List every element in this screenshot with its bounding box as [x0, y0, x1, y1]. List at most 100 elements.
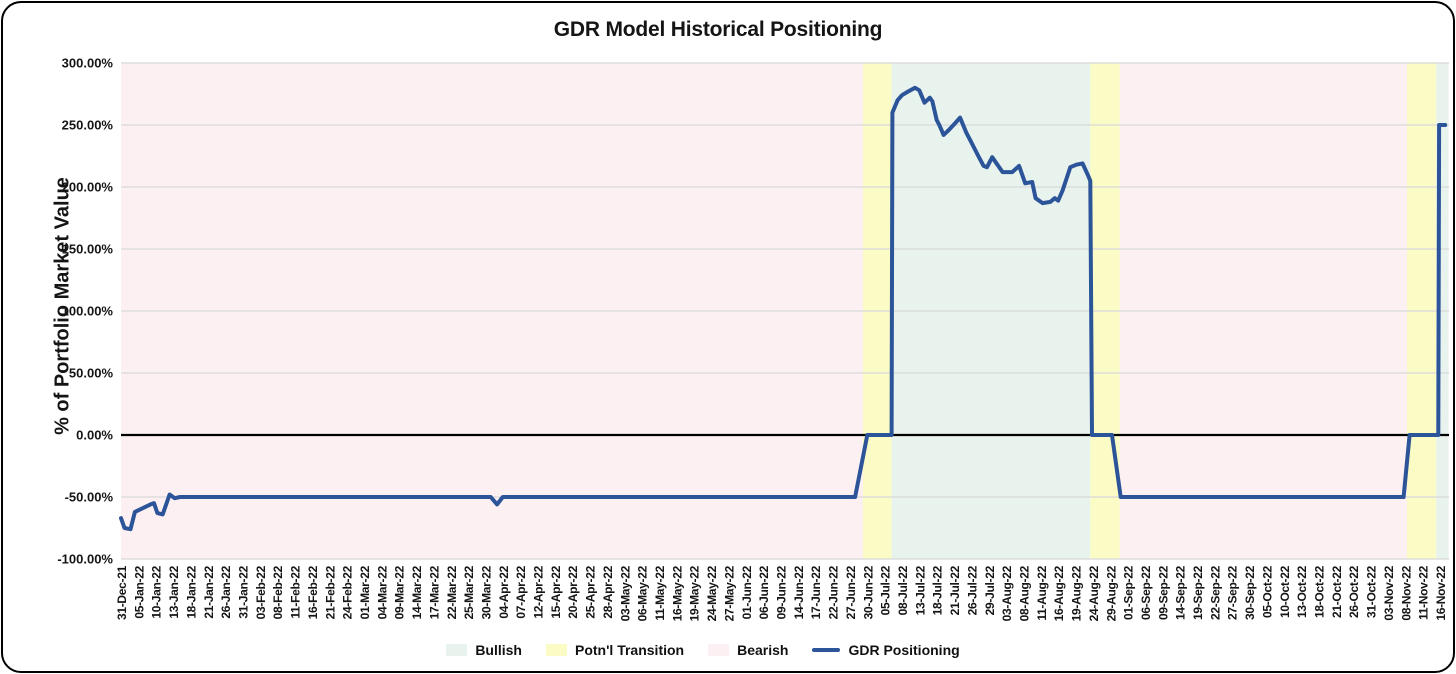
x-axis-label: 22-Jun-22 — [827, 565, 841, 619]
x-axis-label: 06-Jun-22 — [757, 565, 771, 619]
x-axis-label: 19-Aug-22 — [1070, 565, 1084, 621]
x-axis-label: 08-Aug-22 — [1017, 565, 1031, 621]
x-axis-label: 03-Nov-22 — [1382, 565, 1396, 620]
x-axis-label: 11-May-22 — [653, 565, 667, 620]
x-axis-label: 27-Sep-22 — [1226, 565, 1240, 620]
x-axis-label: 18-Jul-22 — [931, 565, 945, 615]
legend-item-bullish: Bullish — [446, 642, 522, 658]
legend-item-gdr-positioning: GDR Positioning — [812, 642, 960, 658]
x-axis-label: 20-Apr-22 — [566, 565, 580, 618]
x-axis-label: 24-Feb-22 — [341, 565, 355, 619]
x-axis-label: 18-Jan-22 — [184, 565, 198, 618]
x-axis-label: 25-Apr-22 — [584, 565, 598, 618]
x-axis-label: 16-May-22 — [670, 565, 684, 621]
x-axis-label: 15-Apr-22 — [549, 565, 563, 618]
x-axis-label: 07-Apr-22 — [514, 565, 528, 618]
x-axis-label: 08-Jul-22 — [896, 565, 910, 615]
bearish-swatch-icon — [708, 644, 730, 656]
plot-area: 300.00% 250.00% 200.00% 150.00% 100.00% 50.00… — [57, 56, 1449, 621]
legend-label: GDR Positioning — [848, 642, 960, 658]
y-axis-label: -50.00% — [65, 490, 114, 505]
x-axis-label: 27-Jun-22 — [844, 565, 858, 619]
x-axis-label: 30-Jun-22 — [861, 565, 875, 619]
x-axis-label: 21-Feb-22 — [323, 565, 337, 619]
bullish-swatch-icon — [446, 644, 468, 656]
x-axis-label: 05-Oct-22 — [1260, 565, 1274, 618]
x-axis-label: 10-Oct-22 — [1278, 565, 1292, 618]
x-axis-label: 09-Sep-22 — [1156, 565, 1170, 620]
x-axis-label: 03-May-22 — [618, 565, 632, 621]
x-axis-label: 17-Mar-22 — [427, 565, 441, 619]
x-axis-label: 21-Jan-22 — [202, 565, 216, 618]
x-axis-label: 06-Sep-22 — [1139, 565, 1153, 620]
x-axis-label: 13-Jan-22 — [167, 565, 181, 618]
x-axis-label: 16-Nov-22 — [1434, 565, 1448, 620]
x-axis-label: 11-Nov-22 — [1417, 565, 1431, 620]
y-axis-label: 250.00% — [62, 118, 114, 133]
legend-label: Bearish — [737, 642, 789, 658]
x-axis-label: 04-Mar-22 — [375, 565, 389, 619]
x-axis-label: 05-Jul-22 — [879, 565, 893, 615]
x-axis-label: 22-Mar-22 — [445, 565, 459, 619]
line-swatch-icon — [812, 648, 841, 652]
x-axis-label: 17-Jun-22 — [809, 565, 823, 619]
x-axis-label: 18-Oct-22 — [1313, 565, 1327, 618]
gdr-positioning-line — [119, 85, 1448, 532]
x-axis-label: 14-Mar-22 — [410, 565, 424, 619]
x-axis-label: 04-Apr-22 — [497, 565, 511, 618]
x-axis-label: 14-Sep-22 — [1174, 565, 1188, 620]
x-axis-label: 26-Oct-22 — [1347, 565, 1361, 618]
y-axis-label: 0.00% — [76, 428, 113, 443]
x-axis-label: 09-Mar-22 — [393, 565, 407, 619]
x-axis-label: 21-Jul-22 — [948, 565, 962, 615]
y-axis-label: -100.00% — [57, 552, 113, 567]
x-axis-label: 30-Mar-22 — [479, 565, 493, 619]
x-axis-label: 29-Aug-22 — [1104, 565, 1118, 621]
x-axis-label: 05-Jan-22 — [132, 565, 146, 618]
y-axis-label: 50.00% — [69, 366, 114, 381]
x-axis-label: 29-Jul-22 — [983, 565, 997, 615]
x-axis-label: 08-Feb-22 — [271, 565, 285, 619]
x-axis-label: 11-Feb-22 — [289, 565, 303, 618]
transition-swatch-icon — [545, 644, 567, 656]
x-axis-label: 01-Mar-22 — [358, 565, 372, 619]
x-axis-label: 26-Jul-22 — [965, 565, 979, 615]
x-axis-label: 31-Jan-22 — [236, 565, 250, 618]
legend-item-bearish: Bearish — [708, 642, 788, 658]
x-axis-label: 21-Oct-22 — [1330, 565, 1344, 618]
legend-label: Potn'l Transition — [574, 642, 685, 658]
x-axis-label: 25-Mar-22 — [462, 565, 476, 619]
legend-item-potnl-transition: Potn'l Transition — [545, 642, 685, 658]
x-axis-label: 03-Aug-22 — [1000, 565, 1014, 621]
x-axis-label: 22-Sep-22 — [1208, 565, 1222, 620]
x-axis-label: 31-Dec-21 — [115, 565, 129, 620]
x-axis-label: 14-Jun-22 — [792, 565, 806, 619]
y-axis-label: 300.00% — [62, 56, 114, 71]
legend-label: Bullish — [475, 642, 522, 658]
x-axis-label: 10-Jan-22 — [150, 565, 164, 618]
x-axis-label: 11-Aug-22 — [1035, 565, 1049, 620]
x-axis-label: 19-May-22 — [688, 565, 702, 621]
x-axis-label: 31-Oct-22 — [1365, 565, 1379, 618]
x-axis-label: 08-Nov-22 — [1399, 565, 1413, 620]
x-axis-label: 24-May-22 — [705, 565, 719, 621]
x-axis-label: 03-Feb-22 — [254, 565, 268, 619]
x-axis-label: 27-May-22 — [722, 565, 736, 621]
x-axis-label: 30-Sep-22 — [1243, 565, 1257, 620]
y-axis-label: 200.00% — [62, 180, 114, 195]
legend: Bullish Potn'l Transition Bearish GDR Po… — [3, 642, 1403, 658]
x-axis-label: 24-Aug-22 — [1087, 565, 1101, 621]
x-axis-label: 06-May-22 — [636, 565, 650, 621]
x-axis-label: 28-Apr-22 — [601, 565, 615, 618]
chart-title: GDR Model Historical Positioning — [553, 18, 883, 41]
x-axis-label: 12-Apr-22 — [532, 565, 546, 618]
x-axis-label: 01-Jun-22 — [740, 565, 754, 619]
x-axis-label: 16-Feb-22 — [306, 565, 320, 619]
x-axis-label: 19-Sep-22 — [1191, 565, 1205, 620]
x-axis-label: 16-Aug-22 — [1052, 565, 1066, 621]
y-axis-label: 150.00% — [62, 242, 114, 257]
y-axis-label: 100.00% — [62, 304, 114, 319]
x-axis-label: 13-Jul-22 — [913, 565, 927, 615]
x-axis-label: 26-Jan-22 — [219, 565, 233, 618]
